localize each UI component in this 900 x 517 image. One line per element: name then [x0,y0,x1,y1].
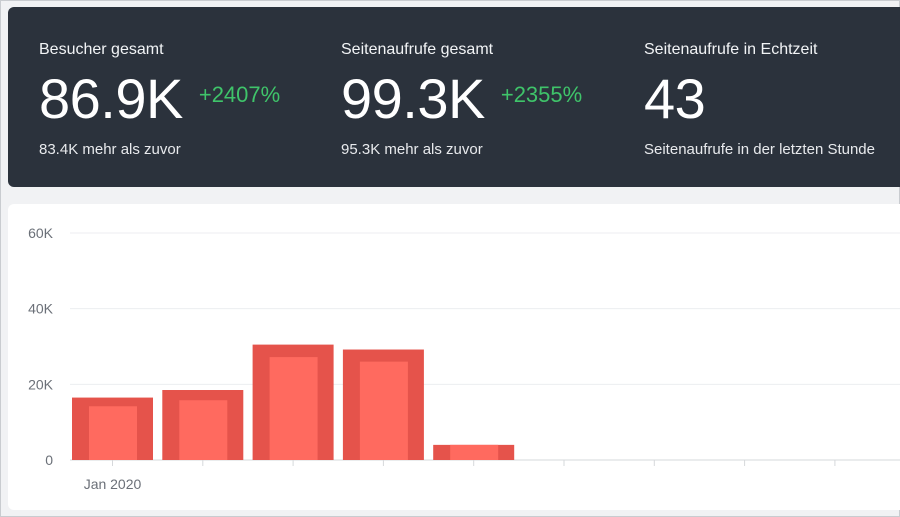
y-tick-label: 0 [45,452,53,468]
bar-inner[interactable] [450,444,499,460]
y-tick-label: 40K [28,301,54,317]
bar-inner[interactable] [179,400,228,460]
stat-subtext: 95.3K mehr als zuvor [341,141,483,158]
stat-subtext: Seitenaufrufe in der letzten Stunde [644,141,875,158]
chart-panel: 0 20K 40K 60K Jan 2020 [8,204,900,510]
stat-label: Seitenaufrufe in Echtzeit [644,41,818,58]
stat-value: 43 [644,67,706,130]
bar-chart: 0 20K 40K 60K Jan 2020 [28,225,900,492]
y-tick-label: 60K [28,225,54,241]
stat-delta: +2407% [198,82,281,107]
y-tick-label: 20K [28,376,54,392]
x-tick-label: Jan 2020 [84,476,142,492]
bar-inner[interactable] [269,357,318,460]
stat-delta: +2355% [500,82,583,107]
stat-subtext: 83.4K mehr als zuvor [39,141,181,158]
stat-value: 86.9K [39,67,183,130]
stat-label: Seitenaufrufe gesamt [341,41,494,58]
stat-pageviews: Seitenaufrufe gesamt 99.3K +2355% 95.3K … [341,41,582,158]
stat-label: Besucher gesamt [39,41,164,58]
stat-realtime: Seitenaufrufe in Echtzeit 43 Seitenaufru… [644,41,875,158]
stat-visitors: Besucher gesamt 86.9K +2407% 83.4K mehr … [39,41,280,158]
bar-inner[interactable] [359,361,408,460]
stats-panel: Besucher gesamt 86.9K +2407% 83.4K mehr … [8,7,900,187]
stat-value: 99.3K [341,67,485,130]
bar-inner[interactable] [89,406,137,460]
